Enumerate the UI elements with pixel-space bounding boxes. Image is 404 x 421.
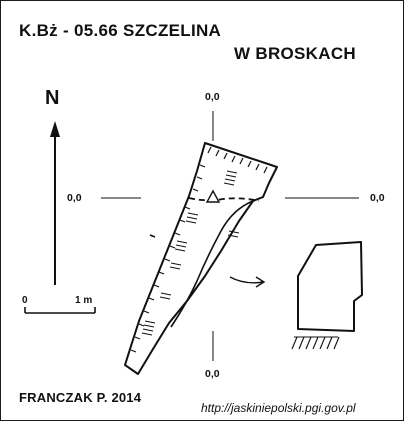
grid-label-left: 0,0 xyxy=(67,192,82,204)
scale-bar xyxy=(24,307,96,314)
ground-hatching xyxy=(291,336,340,350)
scale-start-label: 0 xyxy=(22,295,28,306)
grid-label-top: 0,0 xyxy=(205,91,220,103)
author-credit: FRANCZAK P. 2014 xyxy=(19,390,142,405)
scale-end-label: 1 m xyxy=(75,295,93,306)
grid-label-bottom: 0,0 xyxy=(205,368,220,380)
wall-hatching xyxy=(130,146,268,353)
source-url: http://jaskiniepolski.pgi.gov.pl xyxy=(201,401,356,415)
map-title-line2: W BROSKACH xyxy=(234,44,356,63)
north-arrow-icon xyxy=(50,121,60,285)
entrance-arrow-icon xyxy=(229,276,266,288)
grid-label-right: 0,0 xyxy=(370,192,385,204)
cave-passage-outline xyxy=(124,142,278,375)
dripline-dashed xyxy=(188,197,260,202)
grid-reference-lines xyxy=(101,111,359,361)
inner-ledge-line xyxy=(170,200,254,328)
rubble-hatching xyxy=(141,170,240,336)
wall-mark xyxy=(149,234,156,238)
cross-section-profile xyxy=(297,241,363,332)
north-label: N xyxy=(45,87,60,109)
map-title-line1: K.Bż - 05.66 SZCZELINA xyxy=(19,21,222,40)
survey-station-icon xyxy=(205,189,221,203)
